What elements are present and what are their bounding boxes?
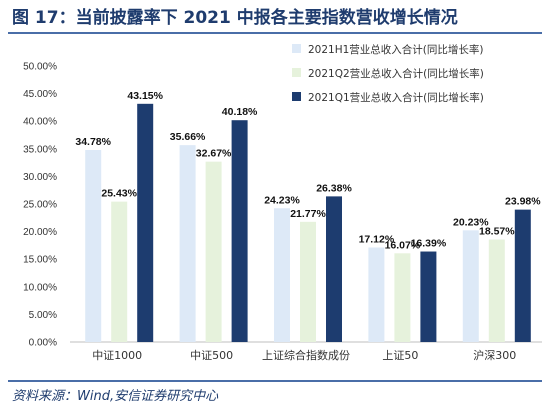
data-label: 16.39% <box>411 238 447 250</box>
data-label: 35.66% <box>170 131 206 143</box>
y-tick-label: 35.00% <box>23 144 57 155</box>
bar <box>137 103 154 342</box>
y-tick-label: 20.00% <box>23 227 57 238</box>
bar <box>420 251 437 342</box>
y-tick-label: 10.00% <box>23 282 57 293</box>
figure-title: 图 17：当前披露率下 2021 中报各主要指数营收增长情况 <box>12 8 458 28</box>
bar <box>231 120 248 343</box>
bar-chart: 0.00% 5.00% 10.00% 15.00% 20.00% 25.00% 30.00%… <box>23 43 542 362</box>
legend-label: 2021Q2营业总收入合计(同比增长率) <box>308 67 484 80</box>
bar <box>274 208 290 342</box>
data-label: 21.77% <box>290 208 326 220</box>
data-label: 32.67% <box>196 148 232 160</box>
data-label: 16.07% <box>385 239 421 251</box>
y-tick-label: 30.00% <box>23 172 57 183</box>
category-label: 上证50 <box>382 349 418 362</box>
source-rule <box>8 380 542 382</box>
data-label: 26.38% <box>316 182 352 194</box>
legend-swatch <box>292 68 301 77</box>
bar <box>514 209 531 342</box>
bar <box>179 145 196 342</box>
bar <box>488 239 505 342</box>
category-label: 中证500 <box>190 349 233 362</box>
y-tick-label: 25.00% <box>23 200 57 211</box>
data-label: 20.23% <box>453 216 489 228</box>
legend-label: 2021H1营业总收入合计(同比增长率) <box>308 43 484 56</box>
category-label: 中证1000 <box>92 349 142 362</box>
bar <box>300 221 316 342</box>
category-label: 上证综合指数成份 <box>262 348 350 362</box>
title-rule <box>8 32 542 34</box>
data-label: 24.23% <box>264 194 300 206</box>
data-label: 25.43% <box>101 188 137 200</box>
bar <box>462 230 479 342</box>
y-tick-label: 5.00% <box>29 310 57 321</box>
legend-swatch <box>292 92 301 101</box>
legend-swatch <box>292 44 301 53</box>
y-tick-label: 15.00% <box>23 255 57 266</box>
data-label: 17.12% <box>359 233 395 245</box>
legend-label: 2021Q1营业总收入合计(同比增长率) <box>308 91 484 104</box>
y-tick-label: 45.00% <box>23 89 57 100</box>
y-tick-label: 50.00% <box>23 62 57 73</box>
source-note: 资料来源：Wind,安信证券研究中心 <box>12 389 219 404</box>
data-label: 40.18% <box>222 106 258 118</box>
data-label: 43.15% <box>127 90 163 102</box>
y-tick-label: 40.00% <box>23 117 57 128</box>
data-label: 18.57% <box>479 225 515 237</box>
bar <box>111 201 128 342</box>
bar <box>368 247 385 342</box>
bar <box>326 196 342 342</box>
bar <box>85 150 102 342</box>
bar <box>394 253 411 342</box>
bar <box>205 161 222 342</box>
category-label: 沪深300 <box>473 348 516 362</box>
data-label: 34.78% <box>75 136 111 148</box>
y-tick-label: 0.00% <box>29 338 57 349</box>
data-label: 23.98% <box>505 196 541 208</box>
